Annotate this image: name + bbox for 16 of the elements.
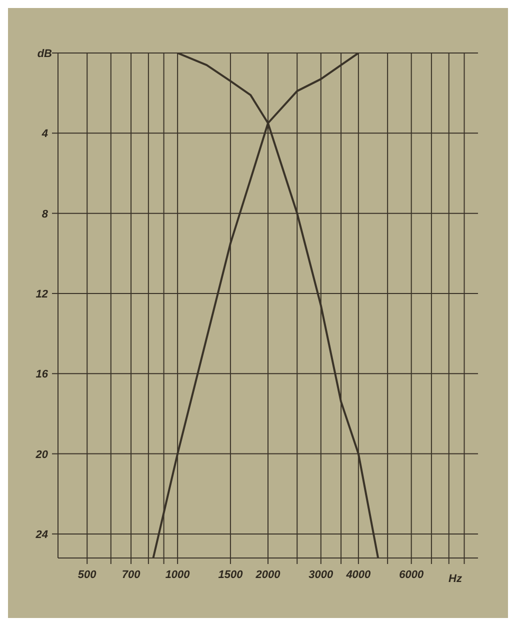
x-tick-label: 500: [78, 569, 98, 581]
x-tick-label: 700: [122, 569, 142, 581]
x-tick-label: 6000: [399, 569, 424, 581]
y-tick-label: 4: [40, 128, 48, 140]
x-tick-label: 1000: [165, 569, 191, 581]
x-tick-label: 4000: [345, 569, 372, 581]
y-tick-label: 12: [36, 288, 48, 300]
x-tick-label: 2000: [254, 569, 282, 581]
y-tick-label: 16: [36, 368, 49, 381]
y-axis-title: dB: [37, 48, 52, 60]
y-tick-label: 20: [34, 448, 49, 461]
x-tick-label: 1500: [218, 569, 244, 581]
y-tick-label: 24: [34, 528, 48, 541]
x-tick-label: 3000: [308, 569, 334, 581]
y-tick-label: 8: [42, 208, 49, 220]
x-axis-title: Hz: [448, 573, 462, 585]
